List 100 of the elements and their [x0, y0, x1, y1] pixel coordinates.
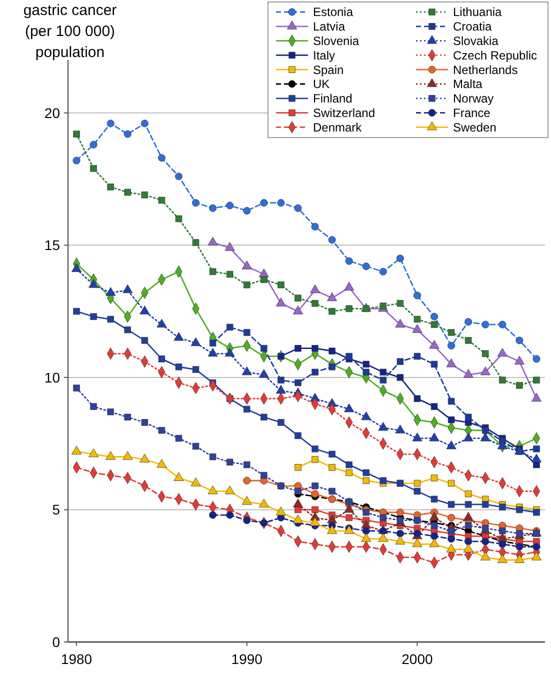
point: [499, 504, 506, 510]
point: [463, 512, 474, 521]
point: [312, 446, 318, 452]
point: [531, 392, 542, 402]
point: [294, 344, 302, 352]
point: [107, 184, 114, 190]
point: [414, 480, 421, 487]
point: [396, 508, 404, 516]
legend-label: Croatia: [453, 20, 492, 34]
point: [72, 263, 82, 272]
point: [345, 257, 353, 265]
point: [174, 332, 184, 341]
point: [260, 472, 268, 479]
point: [482, 320, 490, 328]
point: [327, 292, 338, 302]
point: [380, 477, 387, 484]
point: [260, 199, 268, 207]
point: [224, 485, 235, 494]
point: [514, 554, 524, 563]
point: [395, 536, 406, 544]
point: [464, 501, 472, 508]
point: [497, 440, 508, 450]
point: [464, 522, 472, 529]
point: [106, 120, 114, 128]
point: [90, 165, 97, 172]
point: [174, 472, 184, 481]
point: [226, 202, 234, 210]
point: [122, 284, 133, 294]
point: [328, 348, 336, 354]
legend-label: Slovenia: [313, 34, 360, 48]
point: [312, 344, 318, 352]
point: [192, 199, 200, 207]
point: [362, 469, 370, 476]
point: [327, 525, 338, 534]
point: [258, 498, 269, 508]
point: [516, 336, 524, 344]
point: [328, 308, 336, 315]
point: [158, 196, 166, 204]
point: [464, 490, 472, 498]
point: [429, 512, 440, 521]
legend-label: Sweden: [453, 120, 496, 134]
point: [414, 316, 421, 323]
point: [209, 453, 216, 460]
point: [106, 287, 116, 296]
point: [533, 376, 540, 384]
legend-label: Finland: [313, 92, 352, 106]
point: [242, 496, 252, 505]
point: [446, 358, 456, 368]
legend-label: Lithuania: [453, 5, 502, 20]
point: [346, 469, 352, 476]
point: [362, 360, 370, 368]
point: [226, 270, 234, 278]
point: [414, 395, 421, 402]
point: [328, 488, 336, 495]
point: [396, 374, 404, 381]
point: [446, 544, 456, 552]
point: [175, 364, 182, 370]
point: [430, 321, 438, 328]
point: [346, 305, 352, 312]
point: [396, 254, 404, 262]
point: [531, 454, 542, 462]
point: [448, 416, 455, 424]
point: [260, 414, 268, 420]
point: [346, 352, 352, 360]
point: [141, 337, 148, 344]
point: [276, 506, 286, 516]
point: [209, 340, 216, 346]
point: [463, 369, 474, 378]
point: [107, 316, 114, 323]
point: [346, 461, 352, 468]
point: [88, 279, 99, 288]
point: [190, 478, 201, 486]
point: [380, 368, 387, 376]
point: [482, 350, 489, 358]
point: [244, 329, 250, 336]
point: [310, 284, 320, 294]
point: [72, 156, 80, 164]
point: [310, 517, 320, 526]
point: [175, 434, 182, 442]
point: [243, 207, 251, 215]
point: [344, 403, 354, 412]
legend-label: Italy: [313, 48, 336, 62]
point: [312, 506, 318, 514]
point: [412, 432, 422, 442]
point: [361, 533, 372, 542]
point: [312, 368, 318, 376]
point: [463, 544, 474, 552]
point: [312, 482, 318, 490]
point: [244, 282, 250, 288]
point: [414, 352, 421, 360]
point: [328, 450, 336, 458]
point: [413, 292, 421, 300]
point: [107, 408, 114, 416]
point: [276, 384, 286, 394]
legend-label: Switzerland: [313, 106, 376, 120]
point: [192, 366, 200, 373]
point: [396, 358, 404, 365]
point: [244, 406, 250, 413]
point: [73, 384, 80, 392]
point: [446, 440, 456, 450]
